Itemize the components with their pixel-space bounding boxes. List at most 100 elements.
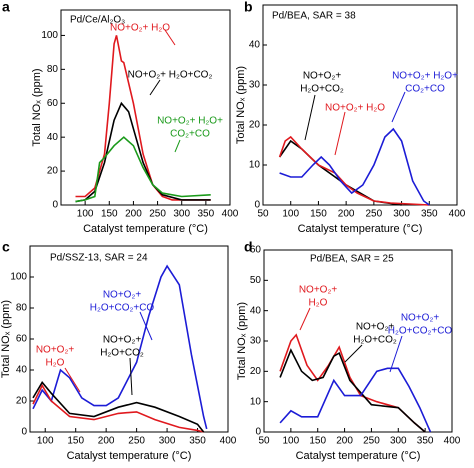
annotation-arrow xyxy=(304,94,316,141)
x-tick-label: 200 xyxy=(338,209,355,220)
y-tick-label: 80 xyxy=(16,303,28,314)
y-tick-label: 20 xyxy=(47,166,59,177)
x-tick-label: 150 xyxy=(101,209,118,220)
x-tick-label: 50 xyxy=(258,436,270,447)
x-tick-label: 150 xyxy=(67,436,84,447)
data-line xyxy=(75,136,211,203)
x-tick-label: 100 xyxy=(37,436,54,447)
annotation-arrow xyxy=(344,344,363,363)
plot-frame xyxy=(262,4,458,206)
y-tick-label: 0 xyxy=(254,200,260,211)
annotation-arrow xyxy=(139,311,153,341)
y-tick-label: 30 xyxy=(250,336,262,347)
data-line xyxy=(32,381,205,433)
series-label: NO+O₂+ H₂O xyxy=(325,103,385,114)
series-label: NO+O₂+ xyxy=(299,285,338,296)
data-line xyxy=(75,35,211,201)
annotation-arrow xyxy=(129,357,133,396)
x-tick-label: 250 xyxy=(149,209,166,220)
series-label: H₂O+CO₂ xyxy=(353,335,397,346)
series-label: NO+O₂+ H₂O+CO₂ xyxy=(128,70,213,81)
x-tick-label: 300 xyxy=(390,436,407,447)
series-label: H₂O+CO₂ xyxy=(300,84,344,95)
x-tick-label: 300 xyxy=(159,436,176,447)
y-tick-label: 40 xyxy=(250,305,262,316)
x-tick-label: 100 xyxy=(77,209,94,220)
x-tick-label: 150 xyxy=(309,436,326,447)
x-tick-label: 300 xyxy=(393,209,410,220)
series-label: NO+O₂+ H₂O+ xyxy=(157,116,223,127)
y-tick-label: 40 xyxy=(47,132,59,143)
annotation-arrow xyxy=(64,367,81,393)
x-tick-label: 150 xyxy=(310,209,327,220)
panel-label: d xyxy=(244,239,253,255)
x-tick-label: 350 xyxy=(417,436,434,447)
y-tick-label: 0 xyxy=(52,200,58,211)
data-line xyxy=(279,127,430,206)
x-tick-label: 200 xyxy=(98,436,115,447)
x-tick-label: 250 xyxy=(366,209,383,220)
series-label: NO+O₂+ xyxy=(303,71,342,82)
data-line xyxy=(278,139,402,206)
x-axis-label: Catalyst temperature (°C) xyxy=(296,450,421,462)
x-tick-label: 400 xyxy=(220,436,237,447)
data-line xyxy=(32,383,204,433)
series-label: NO+O₂+ H₂O+ xyxy=(392,71,458,82)
series-label: NO+O₂+ H₂O xyxy=(110,23,170,34)
y-axis-label: Total NOₓ (ppm) xyxy=(236,302,248,380)
series-label: NO+O₂+ xyxy=(103,335,142,346)
x-axis-label: Catalyst temperature (°C) xyxy=(83,223,208,235)
x-tick-label: 100 xyxy=(282,209,299,220)
x-axis-label: Catalyst temperature (°C) xyxy=(67,450,192,462)
y-axis-label: Total NOₓ (ppm) xyxy=(235,66,247,144)
annotation-arrow xyxy=(149,79,161,96)
panel-label: b xyxy=(244,0,253,15)
annotation-arrow xyxy=(164,29,176,46)
x-tick-label: 400 xyxy=(444,436,461,447)
data-line xyxy=(279,348,426,433)
y-tick-label: 0 xyxy=(21,427,27,438)
data-line xyxy=(32,264,208,430)
y-tick-label: 20 xyxy=(249,120,261,131)
series-label: CO₂+CO xyxy=(170,129,210,140)
series-label: NO+O₂+ xyxy=(356,322,395,333)
y-tick-label: 40 xyxy=(16,365,28,376)
panel-title: Pd/BEA, SAR = 25 xyxy=(310,254,394,265)
y-axis-label: Total NOₓ (ppm) xyxy=(31,68,43,146)
y-tick-label: 60 xyxy=(250,245,262,256)
y-tick-label: 20 xyxy=(250,366,262,377)
y-tick-label: 10 xyxy=(249,160,261,171)
y-tick-label: 100 xyxy=(41,30,58,41)
x-tick-label: 250 xyxy=(363,436,380,447)
series-label: CO₂+CO xyxy=(405,84,445,95)
data-line xyxy=(278,135,430,206)
panel-title: Pd/SSZ-13, SAR = 24 xyxy=(50,253,148,264)
y-tick-label: 100 xyxy=(10,272,27,283)
series-label: H₂O+CO₂+CO xyxy=(388,326,453,337)
x-tick-label: 350 xyxy=(421,209,438,220)
annotation-arrow xyxy=(334,111,346,156)
series-label: NO+O₂+ xyxy=(103,290,142,301)
panel-title: Pd/Ce/Al₂O₃ xyxy=(70,15,125,26)
y-tick-label: 30 xyxy=(249,80,261,91)
x-tick-label: 400 xyxy=(449,209,466,220)
annotation-arrow xyxy=(299,307,311,331)
y-tick-label: 60 xyxy=(16,334,28,345)
y-axis-label: Total NOₓ (ppm) xyxy=(0,300,12,378)
series-label: H₂O xyxy=(46,358,65,369)
series-label: NO+O₂+ xyxy=(401,313,440,324)
x-tick-label: 50 xyxy=(257,209,269,220)
x-tick-label: 200 xyxy=(125,209,142,220)
y-tick-label: 50 xyxy=(250,275,262,286)
annotation-arrow xyxy=(391,91,406,123)
x-tick-label: 400 xyxy=(222,209,239,220)
y-tick-label: 20 xyxy=(16,396,28,407)
y-tick-label: 60 xyxy=(47,98,59,109)
y-tick-label: 10 xyxy=(250,396,262,407)
x-tick-label: 200 xyxy=(336,436,353,447)
series-label: H₂O+CO₂ xyxy=(100,348,144,359)
x-tick-label: 250 xyxy=(128,436,145,447)
series-label: H₂O xyxy=(309,298,328,309)
y-tick-label: 40 xyxy=(249,40,261,51)
